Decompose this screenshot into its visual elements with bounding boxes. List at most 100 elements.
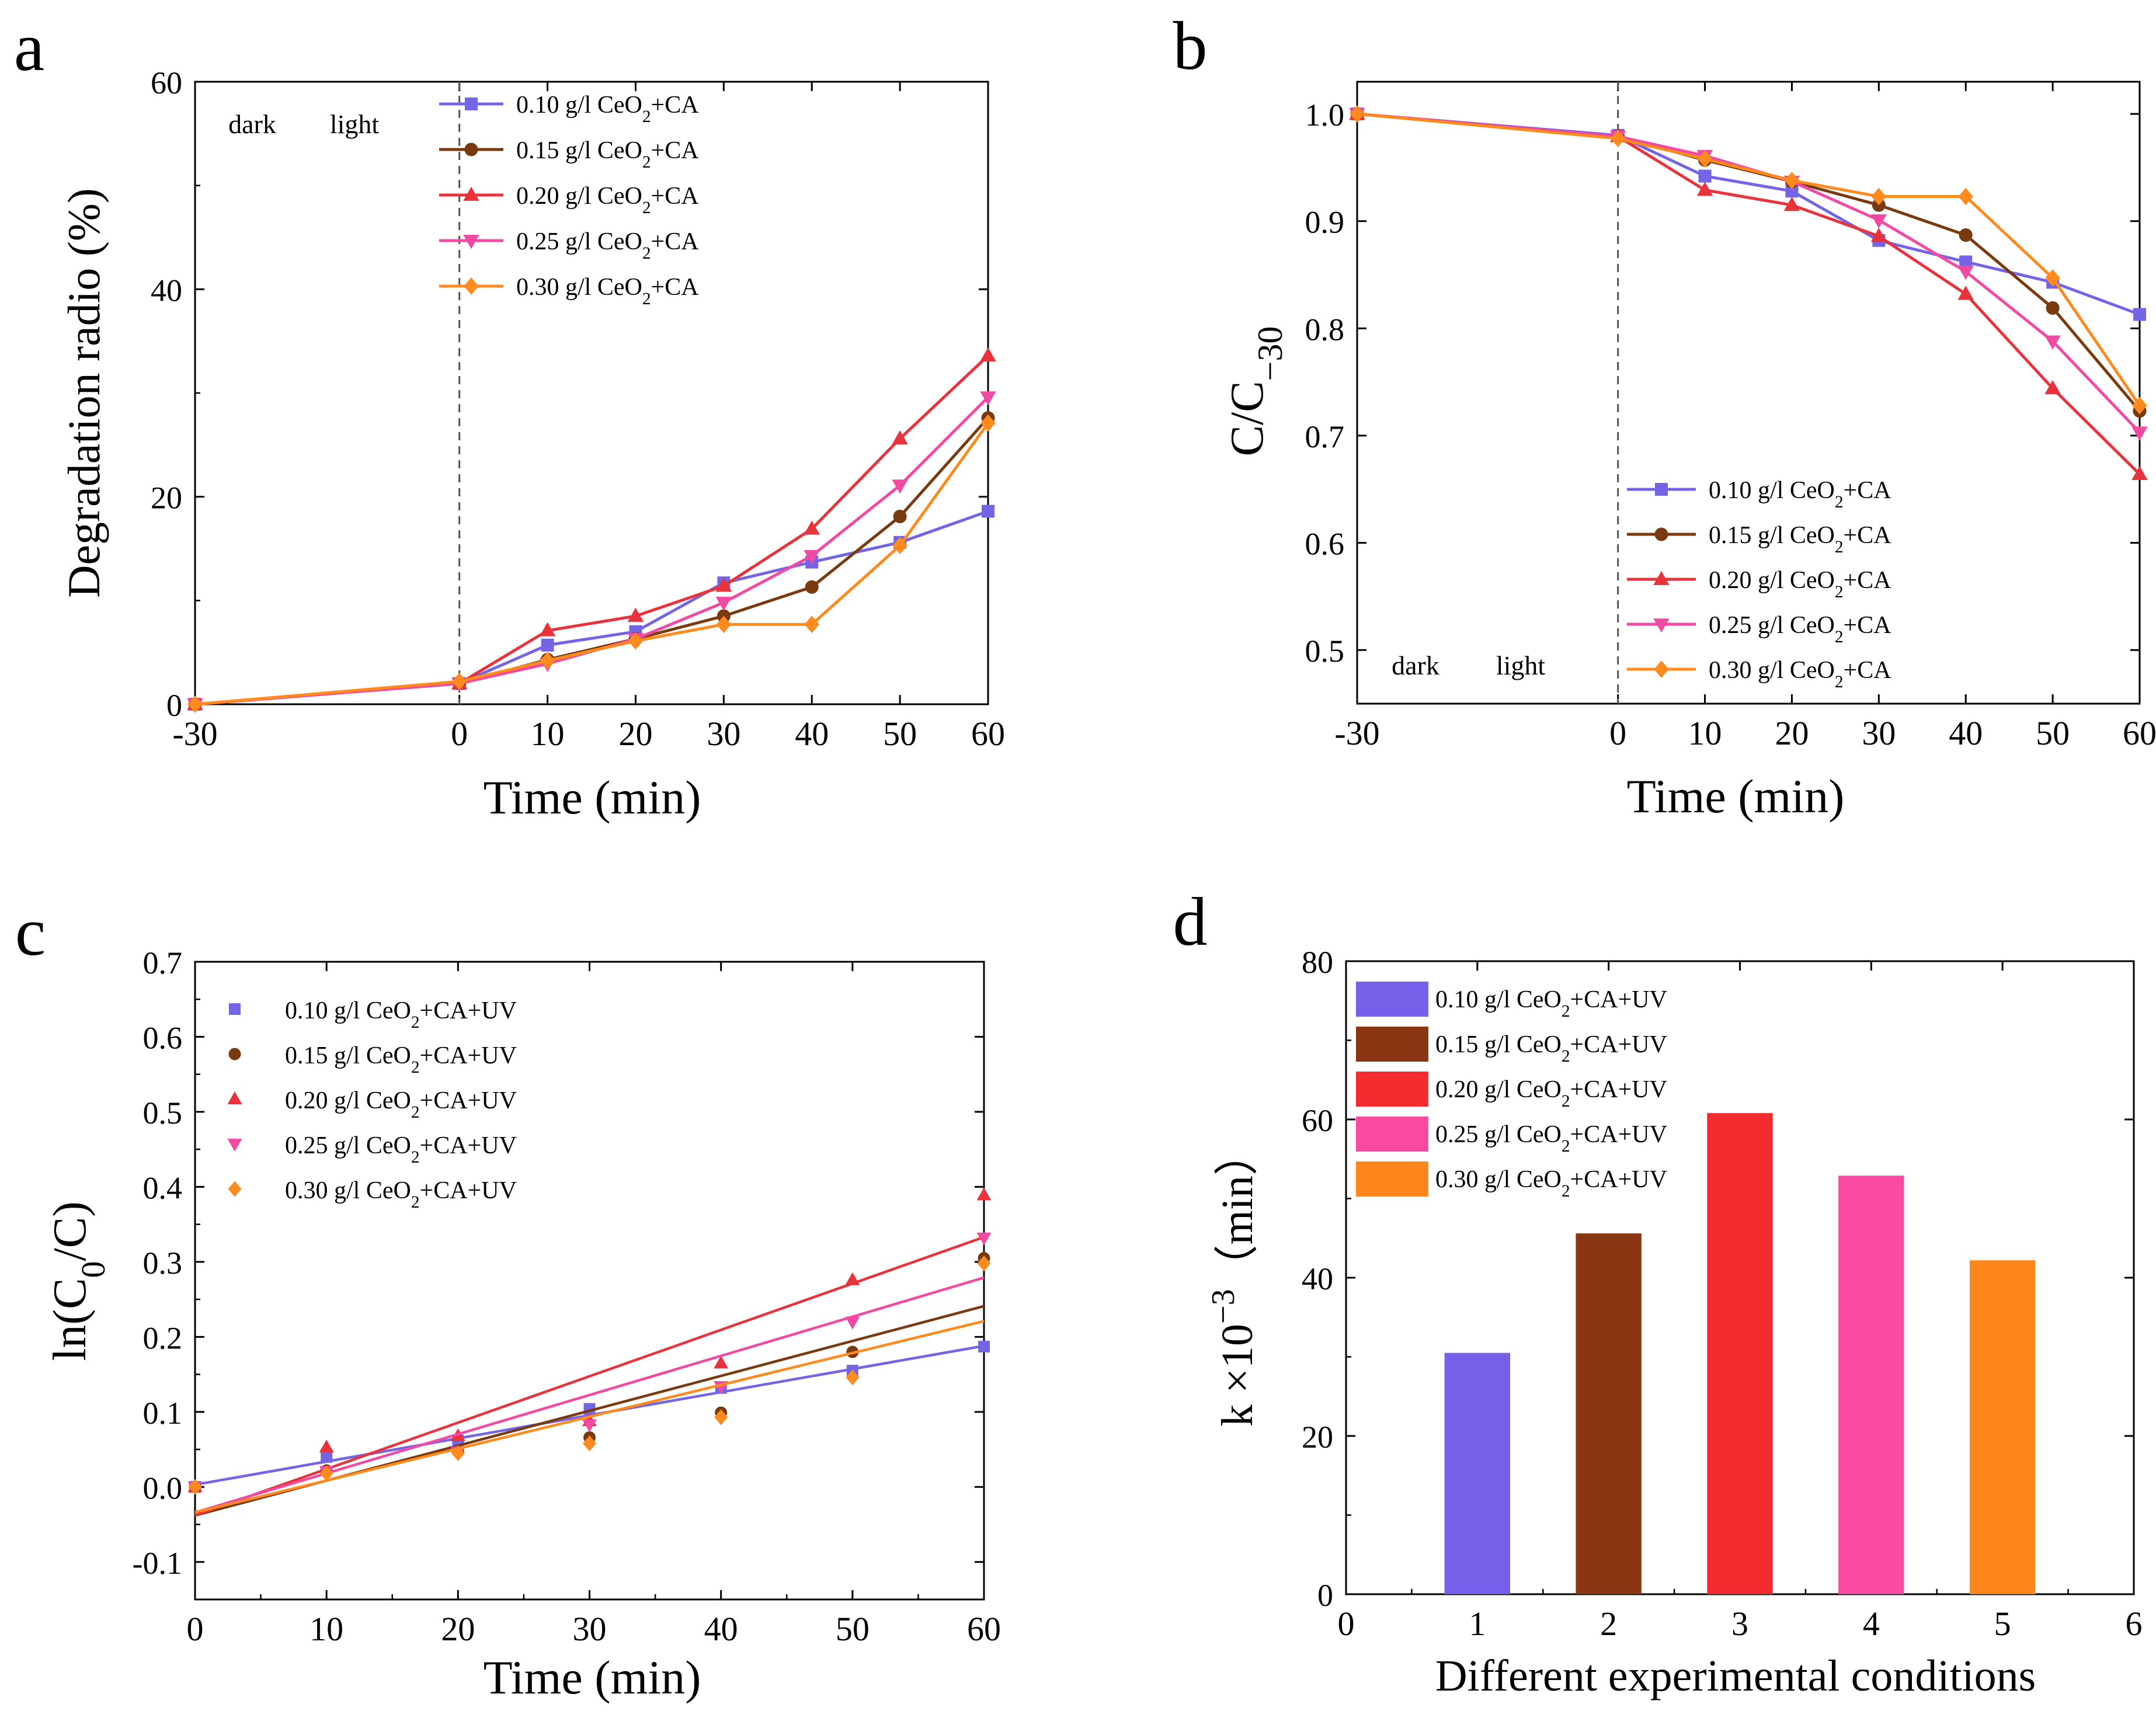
data-point: [319, 1439, 334, 1453]
data-point: [846, 1369, 860, 1386]
legend-entry-1: 0.10 g/l CeO2+CA+UV: [285, 997, 517, 1032]
data-point: [892, 430, 908, 445]
y-tick-label: 0.5: [143, 1096, 183, 1131]
fit-line-3: [194, 1236, 985, 1517]
data-point: [452, 673, 467, 690]
legend-entry-4: 0.25 g/l CeO2+CA+UV: [1435, 1121, 1667, 1156]
x-tick-label: 50: [2036, 714, 2070, 752]
data-point: [1611, 130, 1626, 148]
legend-marker: [228, 1181, 242, 1197]
data-point: [2045, 269, 2060, 287]
x-tick-label: 3: [1731, 1605, 1748, 1643]
data-point: [892, 537, 907, 555]
y-tick-label: 0.9: [1305, 205, 1345, 240]
data-point: [2133, 308, 2146, 321]
y-tick-label: 20: [151, 481, 182, 516]
data-point: [892, 479, 908, 494]
light-label: light: [1496, 651, 1546, 680]
data-point: [2132, 397, 2147, 415]
x-tick-label: 1: [1469, 1605, 1486, 1643]
data-point: [583, 1435, 596, 1452]
y-tick-label: 40: [151, 273, 182, 308]
data-point: [714, 1409, 728, 1425]
data-point: [980, 414, 996, 432]
panel-label-d: d: [1173, 884, 1208, 960]
data-point: [2046, 301, 2060, 315]
x-tick-label: 60: [2123, 714, 2156, 752]
fit-line-5: [194, 1320, 985, 1514]
legend-marker: [465, 98, 478, 110]
legend-swatch: [1356, 982, 1428, 1017]
data-point: [2044, 380, 2061, 395]
legend-marker: [464, 142, 478, 157]
data-point: [1959, 228, 1973, 242]
data-point: [187, 695, 203, 713]
x-axis-label: Time (min): [484, 771, 701, 824]
y-tick-label: 1.0: [1305, 98, 1345, 133]
data-point: [804, 520, 820, 535]
legend-marker: [228, 1048, 241, 1060]
x-tick-label: 0: [187, 1610, 204, 1648]
panel-label-a: a: [14, 9, 44, 85]
series-line-4: [1357, 112, 2141, 434]
x-tick-label: 20: [1775, 714, 1809, 752]
legend-swatch: [1356, 1161, 1428, 1197]
y-tick-label: -0.1: [133, 1546, 182, 1581]
legend-entry-5: 0.30 g/l CeO2+CA: [516, 274, 699, 308]
dark-label: dark: [1392, 651, 1439, 680]
legend-marker: [463, 186, 479, 201]
plot-frame: [194, 81, 989, 705]
data-point: [321, 1451, 333, 1463]
bar-5: [1969, 1260, 2036, 1594]
panel-c: c 0 10 20 30 40 50 60 -0.1 0.0 0.1 0.2 0.3 0.4 0.5 0.6 0…: [15, 893, 1001, 1704]
data-point: [540, 652, 555, 670]
legend-entry-5: 0.30 g/l CeO2+CA+UV: [285, 1177, 517, 1212]
data-point: [627, 607, 644, 622]
legend-marker: [227, 1139, 242, 1152]
x-tick-label: 40: [795, 715, 829, 753]
data-point: [805, 580, 819, 594]
series-line-4: [194, 396, 989, 706]
data-point: [714, 1355, 729, 1369]
y-tick-label: 0.6: [1305, 527, 1345, 562]
data-point: [582, 1419, 597, 1432]
x-tick-label: 20: [618, 715, 652, 753]
legend-marker: [1654, 527, 1668, 541]
panel-label-b: b: [1173, 8, 1208, 84]
x-tick-label: 60: [971, 715, 1005, 753]
bar-4: [1838, 1176, 1904, 1594]
data-point: [2044, 335, 2061, 350]
data-point: [2131, 465, 2148, 480]
data-point: [845, 1316, 860, 1330]
x-tick-label: 30: [707, 715, 740, 753]
data-point: [1870, 228, 1887, 242]
x-axis-label: Different experimental conditions: [1435, 1651, 2036, 1700]
dark-label: dark: [228, 109, 276, 139]
data-point: [976, 1187, 992, 1201]
legend-swatch: [1356, 1027, 1428, 1062]
data-point: [1698, 169, 1712, 183]
x-tick-label: 40: [704, 1610, 738, 1648]
legend-swatch: [1356, 1117, 1428, 1152]
x-tick-label: 0: [1338, 1605, 1355, 1643]
x-tick-label: 50: [883, 715, 917, 753]
legend-entry-1: 0.10 g/l CeO2+CA+UV: [1435, 986, 1667, 1021]
data-point: [976, 1232, 992, 1246]
y-tick-label: 0.5: [1305, 634, 1345, 669]
data-point: [893, 509, 907, 523]
y-tick-label: 20: [1302, 1420, 1333, 1455]
x-tick-label: 2: [1600, 1605, 1617, 1643]
y-axis-label: C/C−30: [1222, 326, 1289, 457]
data-point: [1697, 150, 1713, 168]
y-tick-label: 0.2: [143, 1320, 183, 1355]
y-tick-label: 0.8: [1305, 312, 1345, 347]
bar-1: [1444, 1352, 1511, 1594]
x-tick-label: 5: [1994, 1605, 2011, 1643]
data-point: [982, 505, 994, 518]
bar-2: [1576, 1233, 1642, 1594]
y-tick-label: 0: [166, 688, 182, 723]
legend-entry-4: 0.25 g/l CeO2+CA+UV: [285, 1132, 517, 1167]
data-point: [539, 622, 556, 637]
